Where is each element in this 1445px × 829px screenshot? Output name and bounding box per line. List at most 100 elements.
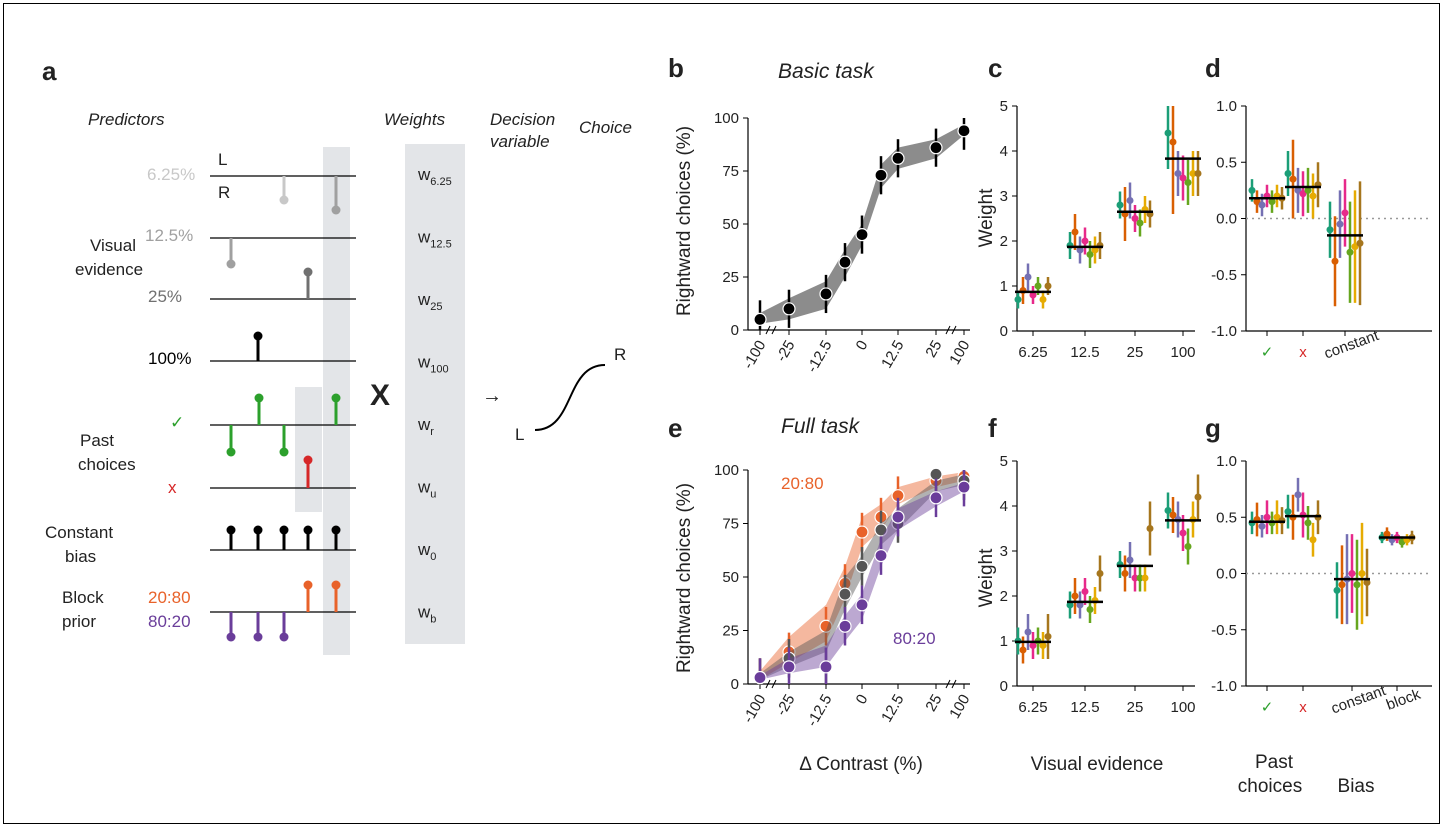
chart-c-point <box>1136 219 1144 227</box>
label-block: Block <box>62 588 104 607</box>
chart-e-y-tick-label: 100 <box>714 462 739 479</box>
chart-f-point <box>1029 642 1037 649</box>
chart-e-x-tick-label: -12.5 <box>804 692 836 730</box>
correct-icon: ✓ <box>170 413 184 432</box>
header-weights: Weights <box>384 110 446 129</box>
chart-g-point <box>1363 579 1371 586</box>
highlight-column <box>295 387 322 512</box>
chart-f-point <box>1096 570 1104 577</box>
predictor-stems <box>226 176 341 642</box>
chart-e-point <box>891 510 905 524</box>
chart-f-point <box>1194 493 1202 501</box>
weight-label: w12.5 <box>417 228 452 251</box>
chart-d-point <box>1253 198 1261 206</box>
chart-f-point <box>1136 574 1144 582</box>
chart-f-y-tick-label: 3 <box>1000 543 1008 560</box>
panel-letter-g: g <box>1205 413 1221 443</box>
chart-e-axis-break <box>945 679 957 689</box>
predictor-stem-head <box>279 195 289 205</box>
chart-e-series-label-8020: 80:20 <box>893 629 936 648</box>
chart-c-point <box>1091 246 1099 254</box>
chart-f-ylabel: Weight <box>976 548 997 608</box>
chart-e-point <box>874 548 888 563</box>
chart-e-x-tick-label: 25 <box>922 692 945 715</box>
chart-f-x-tick-label: 25 <box>1127 699 1144 716</box>
chart-f-point <box>1086 606 1094 613</box>
chart-e-point <box>855 559 869 573</box>
label-evidence: evidence <box>75 260 143 279</box>
chart-c-y-tick-label: 4 <box>1000 143 1008 160</box>
chart-b-axis-break <box>945 325 957 335</box>
predictor-stem-head <box>303 525 313 535</box>
chart-g-point <box>1348 570 1356 577</box>
chart-c-y-tick-label: 2 <box>1000 233 1008 250</box>
label-choices: choices <box>78 455 136 474</box>
chart-c-point <box>1174 170 1182 177</box>
schematic-panel-a: Predictors Weights Decision variable Cho… <box>45 110 632 655</box>
chart-c-x-tick-label: 12.5 <box>1070 344 1099 361</box>
chart-b-y-tick-label: 25 <box>722 269 739 286</box>
chart-c-point <box>1131 215 1139 222</box>
chart-d-point <box>1299 190 1307 198</box>
chart-f-point <box>1141 574 1149 582</box>
chart-d-point <box>1341 209 1349 217</box>
weight-base: w <box>417 353 431 372</box>
weight-label: wr <box>417 415 434 438</box>
weight-label: w100 <box>417 353 449 376</box>
chart-g-point <box>1358 570 1366 577</box>
chart-f-xlabel: Visual evidence <box>1031 754 1164 775</box>
chart-c-point <box>1044 282 1052 290</box>
chart-c-y-tick-label: 0 <box>1000 323 1008 340</box>
side-label-l: L <box>218 150 227 169</box>
chart-c-point <box>1029 291 1037 299</box>
panel-letter-a: a <box>42 56 57 86</box>
sigmoid-label-r: R <box>614 345 626 364</box>
chart-e-y-tick-label: 50 <box>722 569 739 586</box>
predictor-stem-head <box>226 632 236 642</box>
chart-f-point <box>1039 642 1047 649</box>
panel-letter-f: f <box>988 413 997 443</box>
chart-g-point <box>1304 519 1312 527</box>
chart-e-point <box>753 670 767 685</box>
block-label-2080: 20:80 <box>148 588 191 607</box>
chart-d-point <box>1351 243 1359 251</box>
chart-d-y-tick-label: -0.5 <box>1211 267 1237 284</box>
chart-c-x-tick-label: 6.25 <box>1018 344 1047 361</box>
chart-b-point <box>819 287 833 301</box>
chart-c-point <box>1081 237 1089 245</box>
chart-e-point <box>855 525 869 539</box>
chart-d-point <box>1326 226 1334 234</box>
chart-f-point <box>1146 525 1154 532</box>
chart-e-y-tick-label: 0 <box>731 676 739 693</box>
chart-e-x-tick-label: 0 <box>853 692 872 708</box>
chart-g-point <box>1333 586 1341 594</box>
contrast-label-100: 100% <box>148 349 191 368</box>
weight-label: w0 <box>417 540 436 563</box>
chart-g-point <box>1258 522 1266 530</box>
weight-base: w <box>417 415 431 434</box>
chart-f-point <box>1066 601 1074 609</box>
chart-d-point <box>1248 186 1256 194</box>
chart-e-x-tick-label: -100 <box>740 692 770 727</box>
weight-base: w <box>417 290 431 309</box>
chart-c-point <box>1194 170 1202 177</box>
chart-b-ylabel: Rightward choices (%) <box>674 126 695 316</box>
weight-base: w <box>417 540 431 559</box>
chart-d-x-tick-label: constant <box>1322 327 1382 363</box>
chart-c-point <box>1024 273 1032 281</box>
chart-e-x-tick-label: 12.5 <box>878 692 907 726</box>
predictor-stem-head <box>303 267 313 277</box>
weight-subscript: 12.5 <box>430 239 451 251</box>
predictor-stem-head <box>279 447 289 457</box>
chart-f-x-tick-label: 6.25 <box>1018 699 1047 716</box>
weight-base: w <box>417 165 431 184</box>
header-variable: variable <box>490 132 550 151</box>
weight-subscript: 0 <box>430 551 436 563</box>
chart-b-x-tick-label: -25 <box>773 338 799 365</box>
chart-b-point <box>855 228 869 242</box>
figure-frame <box>3 3 1440 824</box>
weight-subscript: r <box>430 426 434 438</box>
weight-label: w25 <box>417 290 443 313</box>
chart-f-point <box>1131 574 1139 582</box>
